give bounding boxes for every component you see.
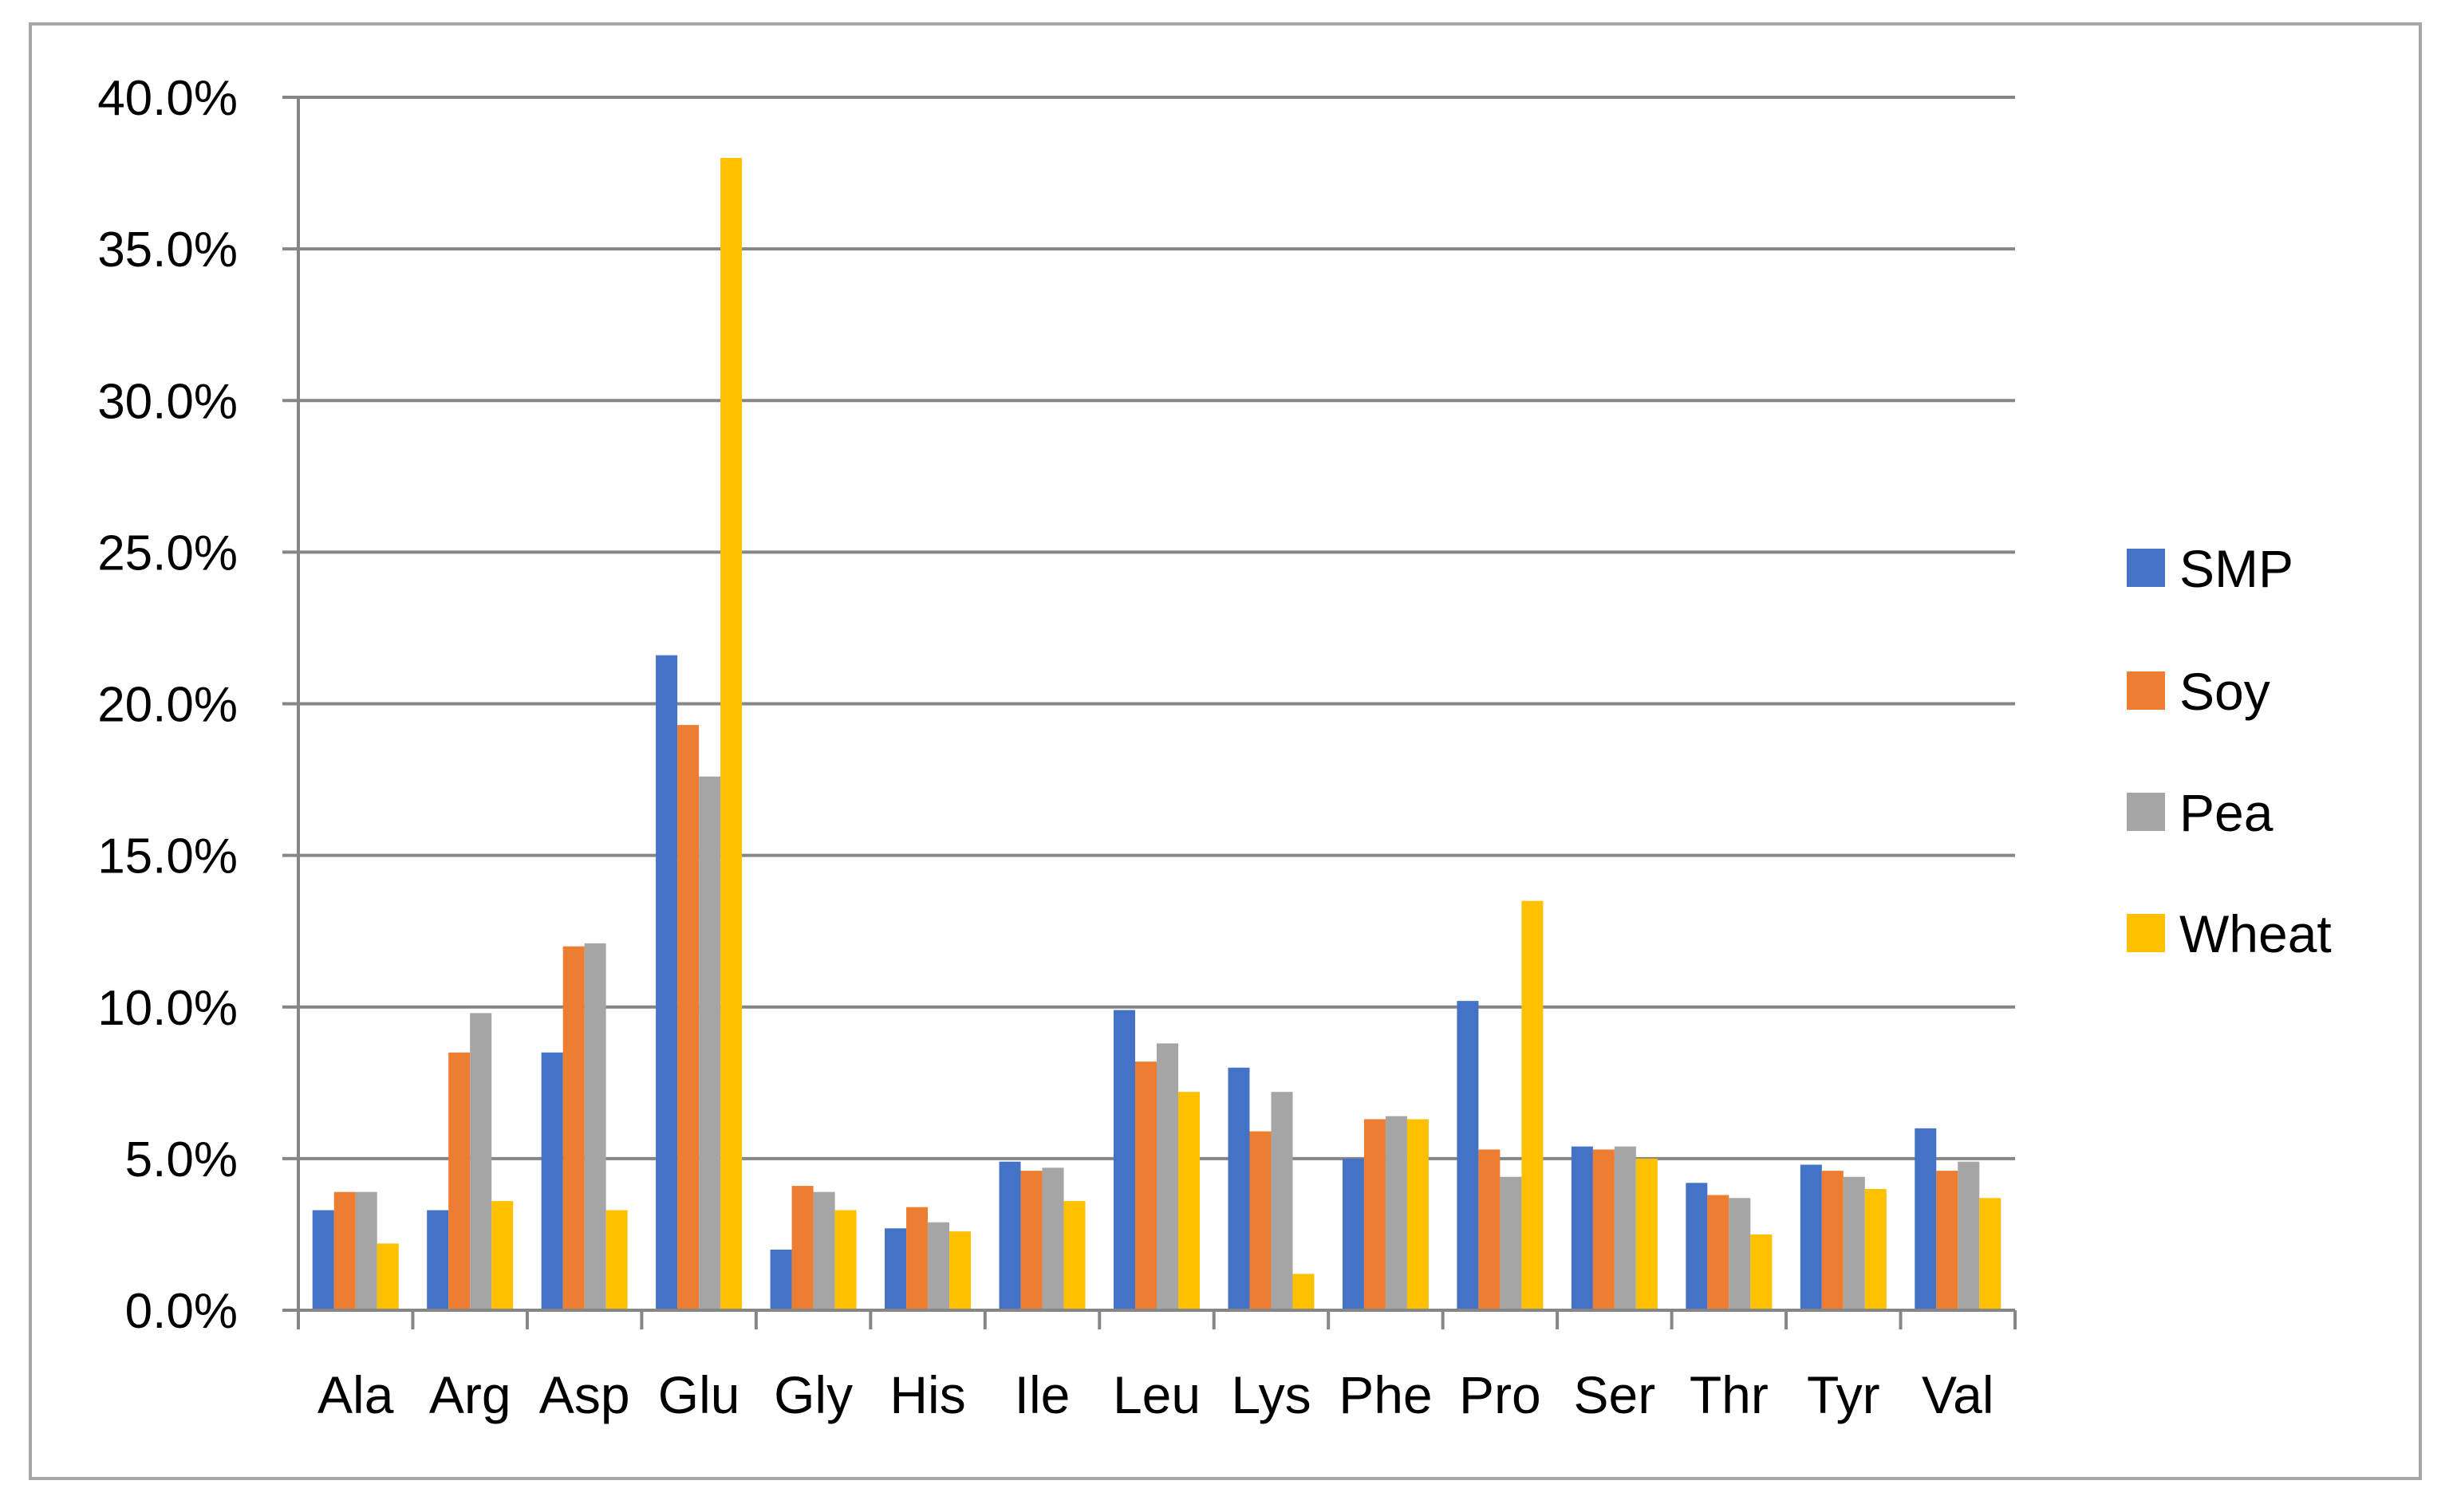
x-tick-label: Val (1922, 1365, 1994, 1424)
bar (1729, 1198, 1751, 1310)
legend-label: Wheat (2179, 904, 2332, 963)
bar (1020, 1171, 1043, 1310)
bar (1342, 1158, 1364, 1310)
legend-swatch (2127, 549, 2165, 587)
x-tick-label: Ala (317, 1365, 394, 1424)
bar (1958, 1161, 1980, 1310)
x-tick-label: Asp (539, 1365, 630, 1424)
bar (1521, 900, 1544, 1310)
bar (928, 1222, 950, 1310)
bar (377, 1243, 399, 1310)
bar (1571, 1146, 1593, 1310)
x-tick-label: Arg (429, 1365, 511, 1424)
x-tick-label: Tyr (1807, 1365, 1880, 1424)
bar (885, 1228, 907, 1310)
bar (1042, 1167, 1064, 1310)
bar (720, 158, 743, 1310)
x-tick-label: Gly (774, 1365, 853, 1424)
bar (949, 1231, 972, 1310)
bar (1135, 1061, 1157, 1310)
bar (541, 1052, 563, 1310)
bar (1614, 1146, 1636, 1310)
bar (1292, 1274, 1315, 1310)
gridlines (282, 96, 2015, 1160)
y-tick-label: 30.0% (97, 374, 238, 429)
legend: SMP Soy Pea Wheat (2127, 539, 2332, 963)
bar (1249, 1131, 1272, 1310)
y-tick-label: 15.0% (97, 829, 238, 884)
bar (1979, 1198, 2001, 1310)
legend-swatch (2127, 914, 2165, 952)
bar (1635, 1158, 1658, 1310)
bar (834, 1210, 857, 1310)
y-tick-label: 20.0% (97, 678, 238, 733)
bar (1271, 1092, 1293, 1310)
axes (282, 97, 2017, 1329)
bar (1063, 1201, 1086, 1310)
bar (1114, 1010, 1135, 1310)
bar (1821, 1171, 1844, 1310)
x-tick-label: Thr (1690, 1365, 1769, 1424)
x-tick-label: Glu (658, 1365, 740, 1424)
legend-label: SMP (2179, 539, 2293, 598)
bar (1707, 1195, 1729, 1310)
bar (1457, 1001, 1479, 1310)
bar (770, 1249, 792, 1310)
bar (1864, 1188, 1887, 1310)
bar (491, 1201, 514, 1310)
bar (1478, 1149, 1501, 1310)
x-tick-label: Pro (1459, 1365, 1541, 1424)
y-tick-label: 25.0% (97, 526, 238, 581)
bar (333, 1191, 356, 1310)
bar (813, 1191, 835, 1310)
x-tick-label: Leu (1113, 1365, 1201, 1424)
bar (562, 946, 585, 1310)
bar (677, 725, 700, 1310)
bar (1686, 1183, 1708, 1310)
legend-label: Pea (2179, 783, 2274, 842)
bar (656, 655, 678, 1310)
bar (999, 1161, 1021, 1310)
x-tick-label: Ser (1574, 1365, 1656, 1424)
bar (312, 1210, 334, 1310)
x-tick-label: Phe (1339, 1365, 1432, 1424)
x-tick-label: His (889, 1365, 965, 1424)
legend-swatch (2127, 793, 2165, 831)
bar (1592, 1149, 1615, 1310)
bar (699, 776, 721, 1310)
x-tick-label: Ile (1015, 1365, 1071, 1424)
y-tick-label: 35.0% (97, 222, 238, 278)
legend-label: Soy (2179, 662, 2270, 721)
bars (312, 158, 2001, 1310)
y-tick-labels: 0.0% 5.0% 10.0% 15.0% 20.0% 25.0% 30.0% 35.0% 40… (97, 71, 238, 1339)
y-tick-label: 40.0% (97, 71, 238, 126)
x-tick-label: Lys (1231, 1365, 1311, 1424)
bar (470, 1013, 492, 1310)
bar (1228, 1067, 1250, 1310)
y-tick-label: 5.0% (125, 1132, 238, 1187)
bar (1406, 1119, 1429, 1310)
bar (1843, 1176, 1865, 1310)
bar (1915, 1128, 1937, 1310)
bar (584, 943, 606, 1310)
bar (1363, 1119, 1386, 1310)
bar (448, 1052, 471, 1310)
bar (791, 1186, 814, 1310)
bar (1178, 1092, 1200, 1310)
bar (1936, 1171, 1958, 1310)
bar (1157, 1043, 1178, 1310)
legend-swatch (2127, 671, 2165, 710)
bar (427, 1210, 449, 1310)
y-tick-label: 0.0% (125, 1284, 238, 1339)
bar (1800, 1164, 1822, 1310)
x-tick-labels: Ala Arg Asp Glu Gly His Ile Leu Lys Phe Pro Ser Thr T… (317, 1365, 1994, 1424)
bar (906, 1207, 929, 1310)
bar (1500, 1176, 1522, 1310)
bar (1750, 1234, 1773, 1310)
bar (355, 1191, 377, 1310)
bar (605, 1210, 628, 1310)
bar (1385, 1116, 1407, 1310)
y-tick-label: 10.0% (97, 981, 238, 1036)
